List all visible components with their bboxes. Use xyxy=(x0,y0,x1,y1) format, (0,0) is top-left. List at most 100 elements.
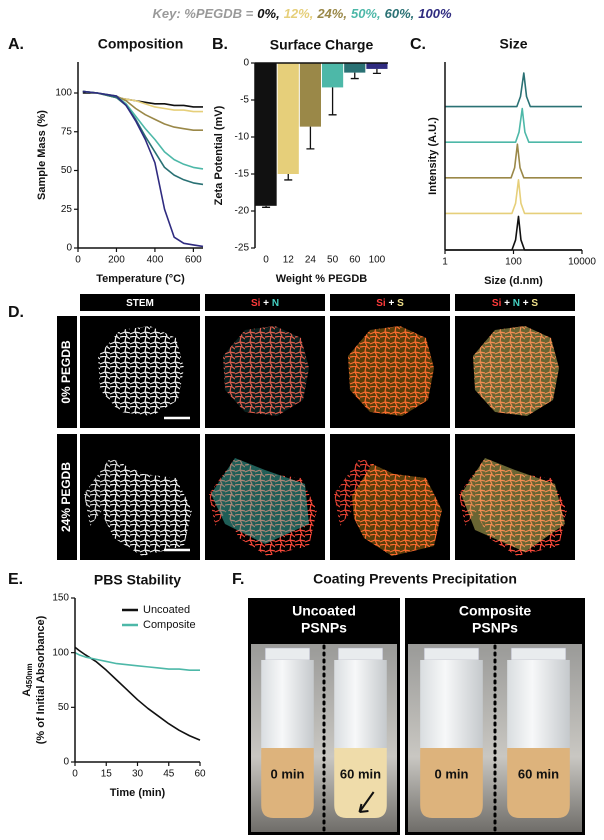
particle-cluster xyxy=(227,464,317,556)
particle-cluster xyxy=(352,464,442,556)
micrograph-content xyxy=(459,458,567,556)
column-header-text: Si + N xyxy=(251,298,279,309)
x-tick-label: 100 xyxy=(505,257,522,268)
x-tick-label: 10000 xyxy=(568,257,596,268)
particle-cluster xyxy=(473,326,559,416)
row-label: 0% PEGDB xyxy=(59,340,73,404)
error-bar xyxy=(372,68,381,75)
column-header-part: + xyxy=(501,298,512,309)
vial-cap xyxy=(337,647,384,661)
panel-label: D. xyxy=(8,304,24,321)
y-tick-label: -25 xyxy=(235,243,250,254)
bar xyxy=(322,63,344,88)
particle-cluster xyxy=(223,326,309,416)
overlay-signal xyxy=(461,458,565,552)
group-title: PSNPs xyxy=(301,620,347,636)
micrograph-content xyxy=(209,458,317,556)
overlay-signal xyxy=(473,326,559,416)
bar xyxy=(366,63,388,69)
sediment-arrow xyxy=(358,791,375,813)
error-bar xyxy=(284,174,293,181)
bar xyxy=(277,63,299,174)
panel-label: A. xyxy=(8,36,24,53)
x-tick-label: 0 xyxy=(75,255,81,266)
particle-cluster xyxy=(209,458,249,526)
panel-label: B. xyxy=(212,36,228,53)
column-header xyxy=(205,294,325,311)
x-tick-label: 12 xyxy=(283,255,295,266)
sulfur-signal xyxy=(352,464,442,556)
micrograph-content xyxy=(98,326,190,420)
y-axis-label-sub: 450nm xyxy=(25,663,34,688)
vial-glass xyxy=(261,660,314,750)
row-label-bg xyxy=(57,434,77,560)
x-tick-label: 100 xyxy=(369,255,386,266)
y-axis-label: A450nm xyxy=(21,663,34,696)
column-header-part: STEM xyxy=(126,298,154,309)
column-header-part: S xyxy=(397,298,404,309)
y-tick-label: 50 xyxy=(58,702,70,713)
vial-liquid xyxy=(334,748,387,818)
error-bar xyxy=(328,87,337,116)
panel-label: C. xyxy=(410,36,426,53)
particle-cluster xyxy=(477,464,567,556)
x-axis-label: Size (d.nm) xyxy=(484,275,543,287)
column-header-part: + xyxy=(260,298,271,309)
y-axis-label: Sample Mass (%) xyxy=(36,110,48,200)
size-trace xyxy=(445,143,582,179)
vial-glass xyxy=(334,660,387,750)
x-tick-label: 0 xyxy=(72,769,78,780)
size-trace xyxy=(445,215,582,251)
group-title: PSNPs xyxy=(472,620,518,636)
x-tick-label: 24 xyxy=(305,255,317,266)
vial-label: 0 min xyxy=(435,766,469,781)
y-tick-label: 0 xyxy=(66,243,72,254)
particle-cluster xyxy=(459,458,499,526)
x-tick-label: 400 xyxy=(147,255,164,266)
chart-title: Size xyxy=(499,36,527,52)
x-tick-label: 200 xyxy=(108,255,125,266)
y-axis-label-2: (% of Initial Absorbance) xyxy=(35,615,47,744)
x-tick-label: 600 xyxy=(185,255,202,266)
x-tick-label: 50 xyxy=(327,255,339,266)
y-tick-label: 0 xyxy=(243,58,249,69)
x-tick-label: 60 xyxy=(349,255,361,266)
group-title: Composite xyxy=(459,603,532,619)
error-bar xyxy=(306,126,315,150)
error-bar xyxy=(262,205,271,208)
vial-cap xyxy=(423,647,480,661)
panel-f-title: Coating Prevents Precipitation xyxy=(313,571,517,587)
bar xyxy=(255,63,277,206)
column-header-part: S xyxy=(531,298,538,309)
micrograph-content xyxy=(348,326,434,416)
x-tick-label: 45 xyxy=(163,769,175,780)
nitrogen-signal xyxy=(223,326,309,416)
column-header xyxy=(330,294,450,311)
column-header-part: Si xyxy=(251,298,261,309)
particle-cluster xyxy=(84,458,124,526)
data-line xyxy=(74,646,201,741)
column-header-text: Si + S xyxy=(376,298,404,309)
y-axis-label: Intensity (A.U.) xyxy=(427,117,439,195)
nitrogen-signal xyxy=(211,458,309,544)
key-label: Key: %PEGDB = xyxy=(152,6,253,21)
particle-cluster xyxy=(334,458,374,526)
column-header-text: Si + N + S xyxy=(492,298,539,309)
y-tick-label: 150 xyxy=(52,593,69,604)
micrograph-content xyxy=(334,458,442,556)
y-tick-label: 100 xyxy=(55,88,72,99)
photo-header xyxy=(251,601,397,641)
vial-liquid xyxy=(507,748,570,818)
column-header-part: + xyxy=(386,298,397,309)
legend-label: Uncoated xyxy=(143,604,190,616)
vial-label: 60 min xyxy=(340,766,381,781)
key: Key: %PEGDB = 0%, 12%, 24%, 50%, 60%, 100% xyxy=(152,6,451,21)
key-entry: 12%, xyxy=(284,6,314,21)
x-axis-label: Weight % PEGDB xyxy=(276,273,368,285)
vial-liquid xyxy=(420,748,483,818)
chart-title: Composition xyxy=(98,36,184,52)
y-tick-label: 100 xyxy=(52,647,69,658)
y-tick-label: 0 xyxy=(63,757,69,768)
data-line xyxy=(82,92,203,108)
key-entry: 60%, xyxy=(385,6,415,21)
